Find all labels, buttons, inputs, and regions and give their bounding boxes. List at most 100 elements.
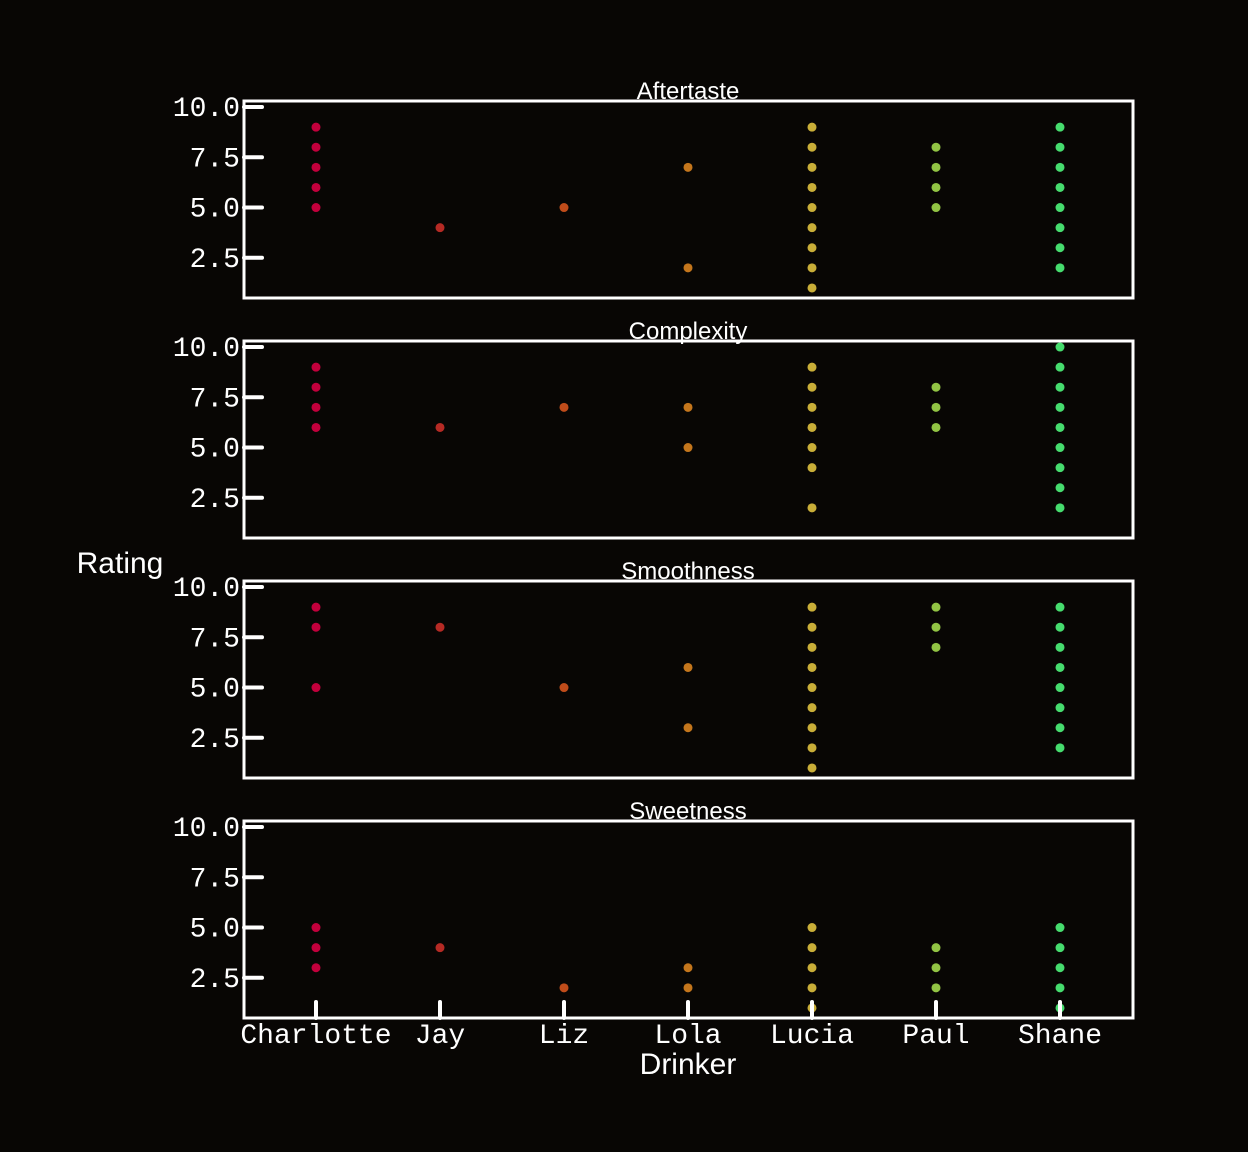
data-point-lucia <box>807 763 817 773</box>
data-point-paul <box>931 182 941 192</box>
panel-frame <box>242 339 1135 540</box>
data-point-paul <box>931 963 941 973</box>
x-tick-label: Jay <box>415 1021 465 1052</box>
data-point-shane <box>1055 503 1065 513</box>
data-point-lucia <box>807 203 817 213</box>
data-point-paul <box>931 943 941 953</box>
y-tick-label: 5.0 <box>190 675 240 706</box>
y-tick-label: 7.5 <box>190 384 240 415</box>
y-tick-label: 7.5 <box>190 144 240 175</box>
data-point-shane <box>1055 463 1065 473</box>
data-point-lucia <box>807 703 817 713</box>
data-point-shane <box>1055 362 1065 372</box>
y-tick-label: 2.5 <box>190 725 240 756</box>
data-point-charlotte <box>311 422 321 432</box>
data-point-charlotte <box>311 382 321 392</box>
x-tick-label: Lucia <box>770 1021 854 1052</box>
data-point-paul <box>931 983 941 993</box>
data-point-charlotte <box>311 162 321 172</box>
data-point-lucia <box>807 162 817 172</box>
data-point-charlotte <box>311 142 321 152</box>
y-tick-label: 10.0 <box>173 334 240 365</box>
x-axis-title: Drinker <box>640 1048 737 1081</box>
data-point-lola <box>683 723 693 733</box>
y-tick-label: 2.5 <box>190 245 240 276</box>
data-point-charlotte <box>311 182 321 192</box>
data-point-lucia <box>807 223 817 233</box>
data-point-jay <box>435 223 445 233</box>
panel-complexity: Complexity 10.0 7.5 5.0 2.5 <box>173 318 1135 540</box>
data-point-lucia <box>807 463 817 473</box>
data-point-lucia <box>807 122 817 132</box>
y-tick-label: 5.0 <box>190 435 240 466</box>
panel-title: Aftertaste <box>637 78 740 105</box>
x-axis: Charlotte Jay Liz Lola Lucia Paul Shane <box>240 1000 1102 1052</box>
data-point-lucia <box>807 622 817 632</box>
y-axis-title: Rating <box>77 547 164 580</box>
data-point-lola <box>683 662 693 672</box>
x-tick-label: Lola <box>654 1021 721 1052</box>
y-tick-label: 5.0 <box>190 195 240 226</box>
data-point-shane <box>1055 642 1065 652</box>
data-point-charlotte <box>311 203 321 213</box>
data-point-liz <box>559 203 569 213</box>
data-point-shane <box>1055 142 1065 152</box>
data-point-shane <box>1055 923 1065 933</box>
data-point-paul <box>931 203 941 213</box>
data-point-shane <box>1055 743 1065 753</box>
panel-title: Complexity <box>629 318 748 345</box>
panel-frame <box>242 579 1135 780</box>
y-tick-label: 7.5 <box>190 864 240 895</box>
data-point-liz <box>559 402 569 412</box>
data-point-charlotte <box>311 963 321 973</box>
y-tick-label: 10.0 <box>173 574 240 605</box>
data-point-lucia <box>807 983 817 993</box>
x-tick-label: Shane <box>1018 1021 1102 1052</box>
data-point-lucia <box>807 362 817 372</box>
x-tick-label: Charlotte <box>240 1021 391 1052</box>
panel-smoothness: Smoothness 10.0 7.5 5.0 2.5 <box>173 558 1135 780</box>
data-point-shane <box>1055 243 1065 253</box>
data-point-shane <box>1055 662 1065 672</box>
data-point-lola <box>683 402 693 412</box>
data-point-jay <box>435 943 445 953</box>
data-point-lucia <box>807 683 817 693</box>
data-point-lucia <box>807 263 817 273</box>
data-point-shane <box>1055 422 1065 432</box>
data-point-shane <box>1055 963 1065 973</box>
data-point-lucia <box>807 443 817 453</box>
data-point-shane <box>1055 622 1065 632</box>
data-point-lucia <box>807 142 817 152</box>
data-point-charlotte <box>311 402 321 412</box>
data-point-lucia <box>807 182 817 192</box>
data-point-lucia <box>807 243 817 253</box>
data-point-shane <box>1055 382 1065 392</box>
data-point-shane <box>1055 223 1065 233</box>
data-point-charlotte <box>311 683 321 693</box>
data-point-paul <box>931 642 941 652</box>
data-point-lucia <box>807 642 817 652</box>
x-tick-label: Liz <box>539 1021 589 1052</box>
data-point-lucia <box>807 743 817 753</box>
data-point-charlotte <box>311 622 321 632</box>
data-point-paul <box>931 422 941 432</box>
data-point-charlotte <box>311 362 321 372</box>
data-point-charlotte <box>311 923 321 933</box>
data-point-shane <box>1055 203 1065 213</box>
data-point-shane <box>1055 723 1065 733</box>
data-point-shane <box>1055 402 1065 412</box>
data-point-shane <box>1055 602 1065 612</box>
data-point-shane <box>1055 342 1065 352</box>
data-point-lucia <box>807 662 817 672</box>
data-point-lucia <box>807 283 817 293</box>
data-point-lucia <box>807 943 817 953</box>
data-point-charlotte <box>311 122 321 132</box>
data-point-jay <box>435 622 445 632</box>
panel-title: Smoothness <box>621 558 754 585</box>
data-point-paul <box>931 382 941 392</box>
y-tick-label: 10.0 <box>173 94 240 125</box>
data-point-lucia <box>807 422 817 432</box>
panel-title: Sweetness <box>629 798 746 825</box>
panel-frame <box>242 99 1135 300</box>
